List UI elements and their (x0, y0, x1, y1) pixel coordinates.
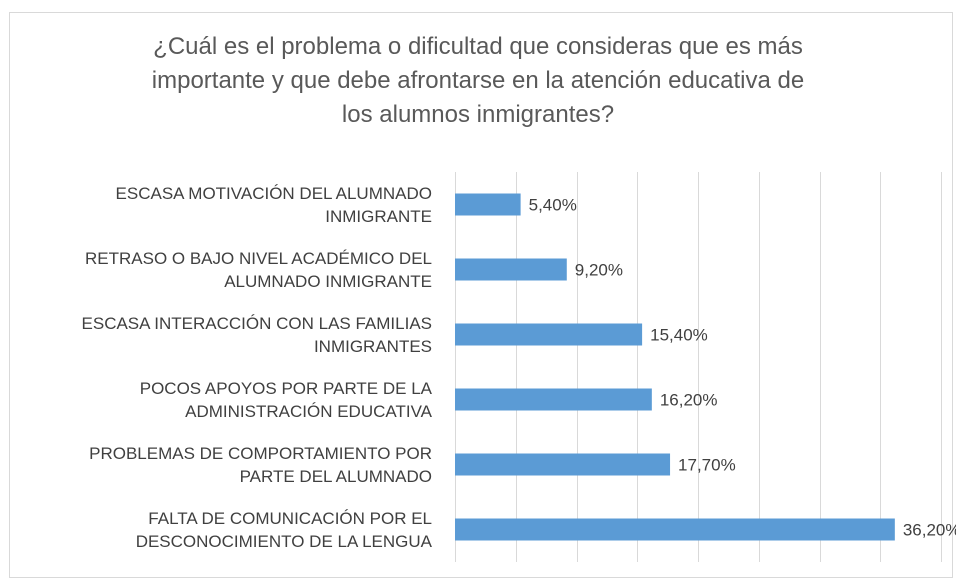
category-label: RETRASO O BAJO NIVEL ACADÉMICO DEL (85, 249, 432, 268)
category-label: DESCONOCIMIENTO DE LA LENGUA (136, 532, 433, 551)
chart-frame (9, 12, 953, 578)
data-label: 16,20% (660, 391, 718, 410)
bar (455, 258, 567, 281)
category-label: PARTE DEL ALUMNADO (240, 467, 432, 486)
bar (455, 193, 521, 216)
labels: 5,40% ESCASA MOTIVACIÓN DEL ALUMNADO INMIG… (82, 184, 956, 551)
category-label: POCOS APOYOS POR PARTE DE LA (140, 379, 433, 398)
category-label: ESCASA MOTIVACIÓN DEL ALUMNADO (116, 184, 432, 203)
grid-lines (455, 172, 942, 562)
category-label: ADMINISTRACIÓN EDUCATIVA (185, 402, 432, 421)
chart-title-line-1: ¿Cuál es el problema o dificultad que co… (153, 33, 803, 60)
chart-title: ¿Cuál es el problema o dificultad que co… (100, 30, 856, 132)
bar (455, 323, 643, 346)
category-label: ALUMNADO INMIGRANTE (224, 272, 432, 291)
category-label: ESCASA INTERACCIÓN CON LAS FAMILIAS (82, 314, 432, 333)
bars (455, 193, 895, 541)
category-label: INMIGRANTE (325, 207, 432, 226)
data-label: 5,40% (529, 196, 577, 215)
chart-title-line-3: los alumnos inmigrantes? (341, 101, 615, 128)
category-label: PROBLEMAS DE COMPORTAMIENTO POR (89, 444, 432, 463)
bar (455, 518, 895, 541)
data-label: 9,20% (575, 261, 623, 280)
category-label: FALTA DE COMUNICACIÓN POR EL (148, 509, 432, 528)
data-label: 15,40% (650, 326, 708, 345)
chart-title-line-2: importante y que debe afrontarse en la a… (151, 67, 805, 94)
bar (455, 388, 652, 411)
data-label: 17,70% (678, 456, 736, 475)
category-label: INMIGRANTES (314, 337, 432, 356)
data-label: 36,20% (903, 521, 956, 540)
bar (455, 453, 671, 476)
